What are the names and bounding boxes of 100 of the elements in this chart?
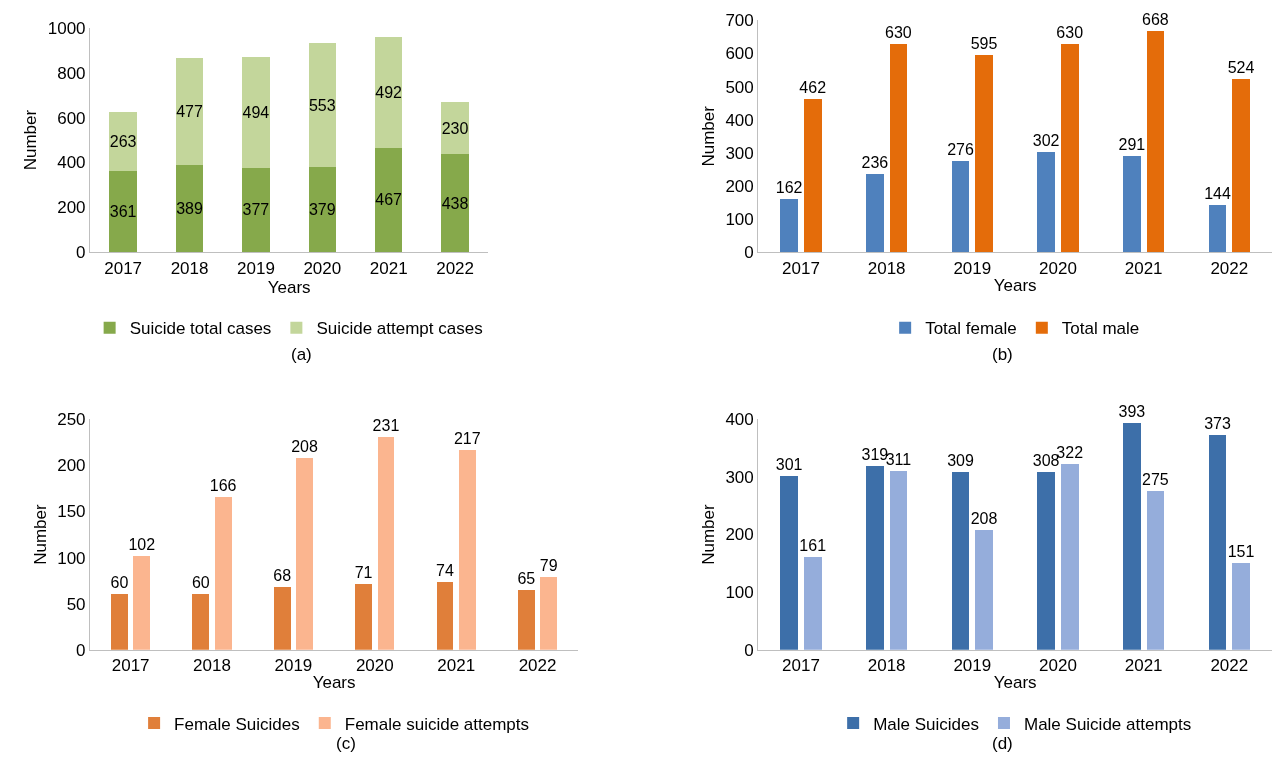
bar bbox=[951, 471, 970, 650]
y-axis-title: Number bbox=[21, 109, 41, 171]
bar bbox=[803, 99, 822, 253]
bar bbox=[377, 436, 395, 650]
y-tick-label: 200 bbox=[725, 176, 754, 196]
data-label: 630 bbox=[885, 23, 912, 41]
bar bbox=[273, 587, 291, 650]
data-label: 630 bbox=[1056, 23, 1084, 41]
data-label: 524 bbox=[1227, 58, 1255, 76]
legend-label: Total female bbox=[925, 319, 1017, 339]
text: (d) bbox=[992, 734, 1013, 753]
data-label: 68 bbox=[273, 567, 292, 585]
y-axis-title: Number bbox=[698, 105, 718, 167]
bar bbox=[308, 43, 337, 168]
y-tick-label: 50 bbox=[66, 594, 86, 614]
x-tick-label: 2022 bbox=[518, 656, 557, 676]
bar bbox=[975, 55, 993, 253]
data-label: 74 bbox=[436, 561, 454, 579]
data-label: 162 bbox=[775, 178, 803, 196]
x-tick-label: 2017 bbox=[111, 656, 150, 676]
x-tick-label: 2020 bbox=[303, 258, 342, 278]
data-label: 553 bbox=[308, 96, 336, 114]
y-tick-label: 500 bbox=[725, 77, 754, 97]
x-axis-title: Years bbox=[993, 673, 1037, 693]
bar bbox=[1123, 155, 1141, 253]
data-label: 494 bbox=[242, 103, 270, 121]
x-tick-label: 2019 bbox=[953, 258, 992, 278]
bar bbox=[1146, 491, 1165, 650]
x-tick-label: 2021 bbox=[1124, 656, 1163, 676]
bar bbox=[458, 449, 476, 650]
data-label: 361 bbox=[109, 203, 137, 221]
bar bbox=[540, 576, 558, 650]
bar bbox=[866, 174, 884, 253]
x-axis-title: Years bbox=[993, 276, 1037, 295]
data-label: 263 bbox=[109, 133, 137, 151]
y-tick-label: 250 bbox=[57, 410, 86, 430]
x-tick-label: 2021 bbox=[437, 656, 476, 676]
legend-label: Suicide total cases bbox=[129, 319, 272, 339]
data-label: 389 bbox=[176, 200, 203, 218]
data-label: 438 bbox=[441, 194, 469, 212]
x-tick-label: 2022 bbox=[1210, 656, 1249, 676]
data-label: 231 bbox=[372, 416, 400, 434]
data-label: 60 bbox=[110, 574, 129, 592]
bar bbox=[517, 589, 535, 650]
y-tick-label: 300 bbox=[725, 143, 754, 163]
data-label: 467 bbox=[375, 191, 403, 209]
bar bbox=[866, 466, 884, 650]
bar bbox=[242, 167, 270, 253]
bar bbox=[1037, 472, 1056, 650]
y-tick-label: 400 bbox=[725, 410, 754, 430]
data-label: 379 bbox=[308, 201, 336, 219]
x-tick-label: 2019 bbox=[274, 656, 313, 676]
bar bbox=[296, 458, 313, 650]
data-label: 291 bbox=[1118, 135, 1146, 153]
legend-label: Female Suicides bbox=[174, 714, 300, 734]
data-label: 309 bbox=[947, 451, 974, 469]
bar bbox=[1232, 78, 1250, 253]
bar bbox=[308, 167, 337, 253]
x-tick-label: 2022 bbox=[1210, 258, 1249, 278]
x-tick-label: 2019 bbox=[953, 656, 992, 676]
x-tick-label: 2019 bbox=[237, 258, 275, 278]
data-label: 393 bbox=[1118, 403, 1146, 421]
data-label: 151 bbox=[1227, 542, 1255, 560]
legend-label: Female suicide attempts bbox=[344, 714, 530, 734]
legend-label: Male Suicide attempts bbox=[1023, 714, 1192, 734]
text: (c) bbox=[336, 734, 356, 753]
bar bbox=[355, 584, 372, 650]
bar bbox=[1060, 43, 1079, 253]
bar bbox=[889, 43, 908, 253]
y-tick-label: 100 bbox=[725, 210, 754, 230]
legend-label: Male Suicides bbox=[873, 714, 979, 734]
bar bbox=[109, 112, 137, 172]
bar bbox=[441, 154, 469, 253]
x-tick-label: 2017 bbox=[104, 258, 143, 278]
x-tick-label: 2021 bbox=[369, 258, 408, 278]
y-tick-label: 1000 bbox=[47, 18, 86, 38]
bar bbox=[192, 594, 210, 650]
y-tick-label: 600 bbox=[57, 108, 86, 128]
legend-label: Total male bbox=[1061, 319, 1140, 339]
y-tick-label: 600 bbox=[725, 44, 754, 64]
data-label: 208 bbox=[291, 438, 318, 456]
y-tick-label: 150 bbox=[57, 502, 86, 522]
y-tick-label: 0 bbox=[744, 640, 754, 660]
bar bbox=[1208, 204, 1227, 253]
data-label: 65 bbox=[517, 569, 536, 587]
bar bbox=[780, 476, 799, 650]
data-label: 208 bbox=[970, 509, 998, 527]
bar bbox=[133, 555, 151, 650]
bar bbox=[1037, 152, 1056, 253]
x-axis-title: Years bbox=[267, 277, 311, 297]
data-label: 668 bbox=[1142, 11, 1169, 28]
y-tick-label: 0 bbox=[76, 640, 86, 660]
y-tick-label: 300 bbox=[725, 467, 754, 487]
bar bbox=[375, 37, 403, 148]
legend-label: Suicide attempt cases bbox=[316, 319, 483, 339]
x-tick-label: 2017 bbox=[782, 258, 820, 278]
bar bbox=[1232, 562, 1250, 650]
data-label: 236 bbox=[861, 154, 889, 172]
data-label: 79 bbox=[539, 556, 558, 574]
bar bbox=[175, 58, 204, 165]
